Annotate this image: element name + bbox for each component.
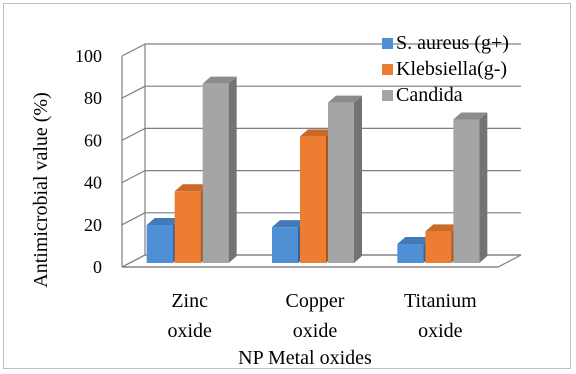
bar-top (300, 129, 334, 137)
gridline-depth (121, 43, 146, 57)
bar (272, 220, 306, 263)
bar-front (397, 244, 424, 263)
legend-label: S. aureus (g+) (396, 32, 509, 54)
bar-side (354, 95, 362, 263)
bar-front (146, 225, 173, 263)
legend-swatch (382, 38, 393, 49)
bar-front (272, 227, 298, 263)
legend-swatch (382, 64, 393, 75)
legend-label: Candida (396, 84, 463, 106)
gridline-depth (121, 127, 146, 141)
bar-front (453, 119, 480, 264)
bar-top (425, 224, 460, 232)
bar-front (300, 136, 326, 263)
y-tick-label: 100 (75, 46, 102, 66)
bar-top (272, 220, 306, 228)
bar-top (146, 218, 181, 226)
bar-front (328, 102, 354, 263)
y-tick-label: 20 (84, 215, 102, 235)
bar-front (202, 83, 229, 264)
x-tick-label: oxide (418, 320, 463, 342)
bar-top (453, 112, 488, 120)
y-tick-labels: 0 20 40 60 80 100 (75, 46, 102, 277)
axes (121, 44, 522, 268)
bar-front (174, 191, 201, 263)
y-tick-label: 0 (93, 257, 102, 277)
bar (202, 76, 237, 264)
x-tick-label: Zinc (171, 290, 208, 312)
y-tick-label: 60 (84, 130, 102, 150)
bar-side (479, 112, 488, 264)
legend-swatch (382, 90, 393, 101)
x-tick-label: oxide (293, 320, 338, 342)
x-tick-label: Titanium (404, 290, 477, 312)
bar-top (174, 184, 209, 192)
legend: S. aureus (g+) Klebsiella(g-) Candida (382, 32, 509, 106)
bar-side (228, 76, 237, 264)
bars (146, 76, 488, 264)
bar-front (425, 231, 452, 263)
x-axis-label: NP Metal oxides (238, 347, 372, 369)
legend-label: Klebsiella(g-) (396, 58, 507, 80)
bar (425, 224, 460, 263)
bar-top (397, 237, 432, 245)
y-axis-label: Antimicrobial value (%) (30, 92, 52, 288)
y-tick-label: 80 (84, 88, 102, 108)
bar-top (328, 95, 362, 103)
x-tick-label: oxide (167, 320, 212, 342)
x-tick-label: Copper (286, 290, 345, 312)
bar-top (202, 76, 237, 84)
gridline-depth (121, 85, 146, 99)
gridline-depth (121, 212, 146, 226)
bar (453, 112, 488, 264)
x-tick-labels: Zinc oxide Copper oxide Titanium oxide (167, 290, 477, 342)
bar (328, 95, 362, 263)
gridline-depth (121, 170, 146, 184)
y-tick-label: 40 (84, 173, 102, 193)
